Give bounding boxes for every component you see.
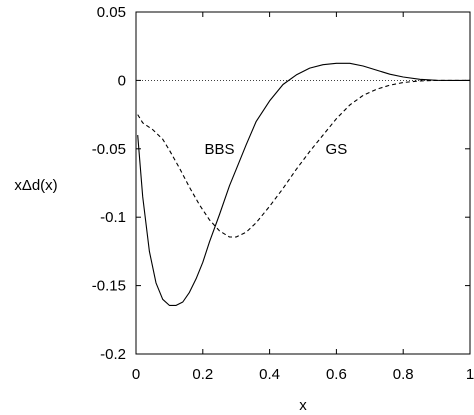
y-tick-label: -0.1 — [100, 209, 126, 226]
x-tick-label: 0.8 — [393, 366, 414, 383]
y-tick-label: -0.15 — [92, 278, 126, 295]
series-group: BBS GS — [137, 62, 470, 306]
y-tick-label: 0 — [118, 72, 126, 89]
y-axis-label: xΔd(x) — [14, 177, 57, 194]
x-tick-label: 0.2 — [192, 366, 213, 383]
x-tick-label: 0.6 — [326, 366, 347, 383]
x-tick-label: 0 — [132, 366, 140, 383]
y-tick-label: 0.05 — [97, 4, 126, 21]
series-line-bbs — [137, 62, 470, 306]
x-tick-label: 1 — [466, 366, 474, 383]
plot-frame — [135, 11, 471, 355]
axis-ticks: 0 0.2 0.4 0.6 0.8 1 0.05 0 -0.05 -0.1 -0.15 -0.2 — [92, 4, 474, 383]
series-line-gs — [137, 79, 470, 238]
x-axis-label: x — [299, 397, 307, 414]
series-label-bbs: BBS — [204, 141, 234, 158]
y-tick-label: -0.05 — [92, 141, 126, 158]
x-tick-label: 0.4 — [259, 366, 280, 383]
y-tick-label: -0.2 — [100, 346, 126, 363]
series-label-gs: GS — [326, 141, 348, 158]
